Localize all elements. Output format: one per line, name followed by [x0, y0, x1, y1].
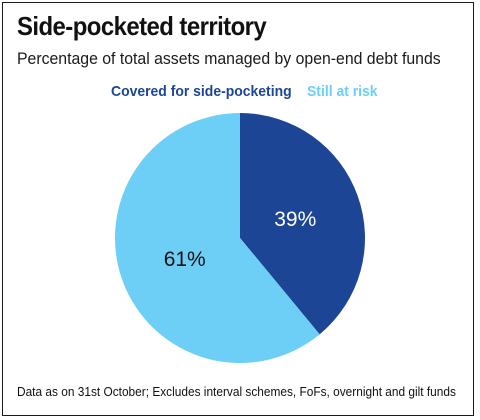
legend-item-still-at-risk: Still at risk	[307, 83, 378, 100]
chart-frame: Side-pocketed territory Percentage of to…	[2, 2, 474, 416]
pie-slice-still-at-risk	[115, 113, 320, 364]
chart-legend: Covered for side-pocketing Still at risk	[111, 83, 471, 103]
pie-slice-covered	[240, 113, 366, 335]
chart-footnote: Data as on 31st October; Excludes interv…	[17, 385, 456, 399]
pie-label-still-at-risk: 61%	[164, 248, 206, 271]
chart-title: Side-pocketed territory	[17, 11, 267, 41]
chart-subtitle: Percentage of total assets managed by op…	[17, 49, 441, 68]
legend-item-covered: Covered for side-pocketing	[111, 83, 292, 100]
pie-chart: 39% 61%	[115, 113, 366, 364]
pie-label-covered: 39%	[274, 208, 316, 231]
